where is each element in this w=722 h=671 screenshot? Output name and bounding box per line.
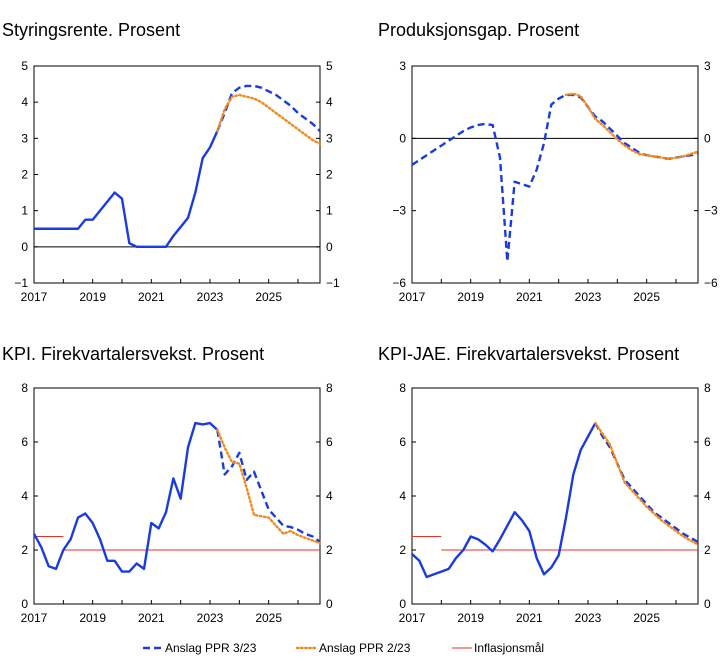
y-tick-label-left: 0 <box>399 131 406 145</box>
y-tick-label-right: 5 <box>326 59 333 73</box>
y-tick-label-right: 4 <box>326 95 333 109</box>
series-line-ppr223 <box>564 92 700 161</box>
y-tick-label-left: 0 <box>399 597 406 611</box>
y-tick-label-left: 2 <box>399 543 406 557</box>
panel-styringsrente: Styringsrente. Prosent −1 −1 0 0 1 1 2 2 3 3 4 4 5 5 20… <box>2 20 340 304</box>
x-tick-label: 2023 <box>197 290 224 304</box>
x-tick-label: 2019 <box>457 290 484 304</box>
y-tick-label-right: 2 <box>704 543 711 557</box>
y-tick-label-left: −3 <box>392 204 406 218</box>
x-tick-label: 2025 <box>255 290 282 304</box>
series-line-ppr323 <box>411 93 699 263</box>
y-tick-label-left: −6 <box>392 276 406 290</box>
panel-produksjonsgap: Produksjonsgap. Prosent −6 −6 −3 −3 0 0 3 3 2017 2… <box>378 20 718 304</box>
series-line-hist <box>411 422 597 579</box>
y-tick-label-right: 8 <box>326 381 333 395</box>
x-tick-label: 2021 <box>138 290 165 304</box>
y-tick-label-left: 4 <box>21 95 28 109</box>
y-tick-label-left: 3 <box>399 59 406 73</box>
y-tick-label-left: 1 <box>21 204 28 218</box>
y-tick-label-right: 2 <box>326 168 333 182</box>
series-line-ppr323 <box>216 84 321 132</box>
y-tick-label-left: 0 <box>21 240 28 254</box>
series-line-ppr323 <box>594 422 699 543</box>
panel-title: KPI. Firekvartalersvekst. Prosent <box>2 344 264 364</box>
y-tick-label-right: −1 <box>326 276 340 290</box>
y-tick-label-left: 8 <box>399 381 406 395</box>
series-line-ppr223 <box>594 421 700 546</box>
x-tick-label: 2019 <box>79 611 106 625</box>
y-tick-label-left: 6 <box>399 435 406 449</box>
y-tick-label-left: 3 <box>21 131 28 145</box>
y-tick-label-right: 2 <box>326 543 333 557</box>
plot-frame <box>33 387 321 605</box>
y-tick-label-left: 8 <box>21 381 28 395</box>
panel-title: Styringsrente. Prosent <box>2 20 180 40</box>
y-tick-label-left: 6 <box>21 435 28 449</box>
y-tick-label-left: 4 <box>399 489 406 503</box>
x-tick-label: 2017 <box>21 290 48 304</box>
x-tick-label: 2021 <box>138 611 165 625</box>
series-line-ppr323 <box>216 429 321 543</box>
y-tick-label-right: 8 <box>704 381 711 395</box>
x-tick-label: 2017 <box>21 611 48 625</box>
y-tick-label-left: 2 <box>21 168 28 182</box>
y-tick-label-right: 4 <box>704 489 711 503</box>
y-tick-label-right: 0 <box>326 240 333 254</box>
y-tick-label-right: 0 <box>326 597 333 611</box>
legend-item-ppr223: Anslag PPR 2/23 <box>295 641 411 655</box>
panel-title: Produksjonsgap. Prosent <box>378 20 579 40</box>
series-line-hist <box>32 421 219 573</box>
x-tick-label: 2021 <box>516 290 543 304</box>
x-tick-label: 2023 <box>575 611 602 625</box>
x-tick-label: 2025 <box>255 611 282 625</box>
y-tick-label-left: 5 <box>21 59 28 73</box>
legend: Anslag PPR 3/23 Anslag PPR 2/23 Inflasjons… <box>143 641 544 655</box>
legend-label-ppr223: Anslag PPR 2/23 <box>319 641 411 655</box>
plot-frame <box>33 65 321 284</box>
legend-label-ppr323: Anslag PPR 3/23 <box>165 641 257 655</box>
y-tick-label-left: 2 <box>21 543 28 557</box>
plot-frame <box>411 387 699 605</box>
y-tick-label-right: −6 <box>704 276 718 290</box>
legend-label-inflasjonsmal: Inflasjonsmål <box>474 641 544 655</box>
panel-title: KPI-JAE. Firekvartalersvekst. Prosent <box>378 344 679 364</box>
series-line-ppr223 <box>216 428 322 545</box>
x-tick-label: 2023 <box>197 611 224 625</box>
x-tick-label: 2021 <box>516 611 543 625</box>
y-tick-label-right: −3 <box>704 204 718 218</box>
series-line-hist <box>34 130 219 249</box>
legend-item-ppr323: Anslag PPR 3/23 <box>143 641 257 655</box>
y-tick-label-right: 0 <box>704 131 711 145</box>
series-line-ppr223 <box>216 93 322 145</box>
x-tick-label: 2023 <box>575 290 602 304</box>
panel-kpi: KPI. Firekvartalersvekst. Prosent 0 0 2 2 4 4 6… <box>2 344 333 625</box>
y-tick-label-right: 6 <box>704 435 711 449</box>
y-tick-label-right: 6 <box>326 435 333 449</box>
x-tick-label: 2017 <box>399 611 426 625</box>
x-tick-label: 2019 <box>457 611 484 625</box>
y-tick-label-right: 4 <box>326 489 333 503</box>
y-tick-label-right: 1 <box>326 204 333 218</box>
panels: Styringsrente. Prosent−1 −10 01 12 23 34 45 520… <box>2 20 718 625</box>
y-tick-label-left: 0 <box>21 597 28 611</box>
y-tick-label-right: 3 <box>704 59 711 73</box>
legend-item-inflasjonsmal: Inflasjonsmål <box>452 641 544 655</box>
y-tick-label-right: 0 <box>704 597 711 611</box>
x-tick-label: 2017 <box>399 290 426 304</box>
y-tick-label-right: 3 <box>326 131 333 145</box>
x-tick-label: 2025 <box>633 290 660 304</box>
plot-frame <box>411 65 699 284</box>
y-tick-label-left: 4 <box>21 489 28 503</box>
x-tick-label: 2019 <box>79 290 106 304</box>
y-tick-label-left: −1 <box>14 276 28 290</box>
x-tick-label: 2025 <box>633 611 660 625</box>
